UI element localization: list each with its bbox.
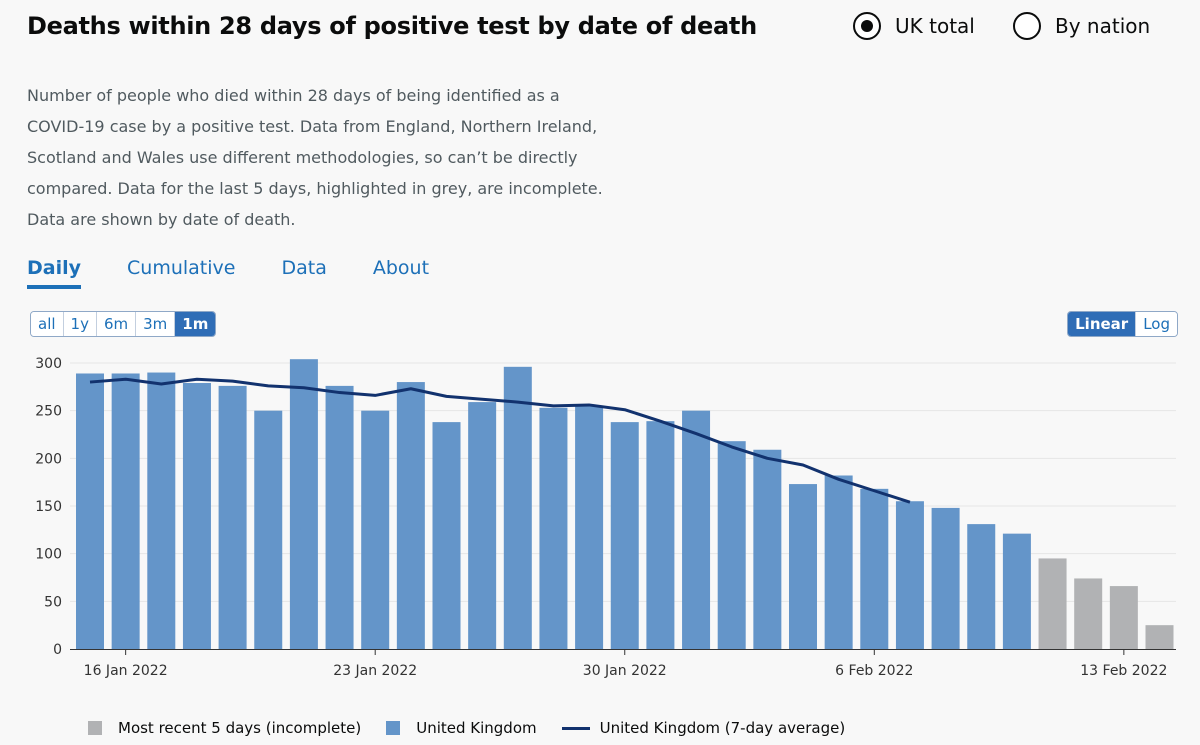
bar [967,524,996,649]
tab-cumulative[interactable]: Cumulative [127,257,236,279]
bar [1002,533,1031,649]
legend-incomplete-label: Most recent 5 days (incomplete) [118,719,362,737]
x-tick-label: 6 Feb 2022 [835,663,913,679]
bar [860,488,889,649]
tab-daily[interactable]: Daily [27,257,82,289]
radio-by-nation[interactable]: By nation [1013,12,1150,40]
bar [1145,625,1174,649]
bar [111,373,140,649]
radio-selected-icon[interactable] [853,12,881,40]
x-tick-label: 23 Jan 2022 [333,663,417,679]
bar [468,402,497,649]
range-6m-button[interactable]: 6m [96,312,137,336]
bar [646,421,675,649]
y-tick-label: 50 [44,594,62,610]
bar [824,475,853,649]
y-tick-label: 150 [35,499,62,515]
range-1m-button[interactable]: 1m [175,312,216,336]
log-button[interactable]: Log [1136,312,1177,336]
bar [76,373,104,649]
bar [289,359,318,649]
range-3m-button[interactable]: 3m [136,312,176,336]
radio-unselected-icon[interactable] [1013,12,1041,40]
x-tick-label: 16 Jan 2022 [84,663,168,679]
y-tick-label: 300 [35,356,62,372]
page-title: Deaths within 28 days of positive test b… [27,12,757,40]
radio-label: UK total [895,14,975,38]
bar [182,383,211,649]
bar [325,385,354,649]
tab-data[interactable]: Data [281,257,327,279]
scale-selector: Linear Log [1067,311,1178,337]
bar [361,410,390,649]
radio-uk-total[interactable]: UK total [853,12,975,40]
tabs: Daily Cumulative Data About [27,257,429,289]
radio-label: By nation [1055,14,1151,38]
seven-day-average-line [89,377,911,504]
legend: Most recent 5 days (incomplete) United K… [88,719,845,737]
bar [396,382,425,649]
bar [789,484,817,649]
bar [147,372,176,649]
bar [717,441,746,649]
legend-incomplete-swatch [88,721,102,735]
legend-avg-line [561,726,590,730]
legend-uk-label: United Kingdom [416,719,537,737]
tab-about[interactable]: About [372,257,430,279]
y-tick-label: 100 [35,547,62,563]
bar [218,385,247,649]
range-selector: all 1y 6m 3m 1m [30,311,217,337]
bar [1038,558,1067,649]
y-tick-label: 250 [35,404,62,420]
range-all-button[interactable]: all [31,312,64,336]
bar [575,405,604,649]
bar [895,501,924,649]
bar [539,407,568,649]
linear-button[interactable]: Linear [1068,312,1137,336]
bar [1074,578,1103,649]
bar [503,366,532,649]
y-tick-label: 200 [35,451,62,467]
range-1y-button[interactable]: 1y [63,312,97,336]
x-tick-label: 30 Jan 2022 [583,663,667,679]
legend-uk-swatch [386,721,401,735]
bar [610,422,639,649]
bar [753,449,782,649]
bar [931,507,960,649]
x-tick-label: 13 Feb 2022 [1080,663,1167,679]
description: Number of people who died within 28 days… [27,86,603,229]
legend-avg-label: United Kingdom (7-day average) [599,719,846,737]
y-tick-label: 0 [53,642,62,658]
bar [682,410,711,649]
bar [1109,586,1138,649]
bar [432,422,461,649]
bar [254,410,283,649]
